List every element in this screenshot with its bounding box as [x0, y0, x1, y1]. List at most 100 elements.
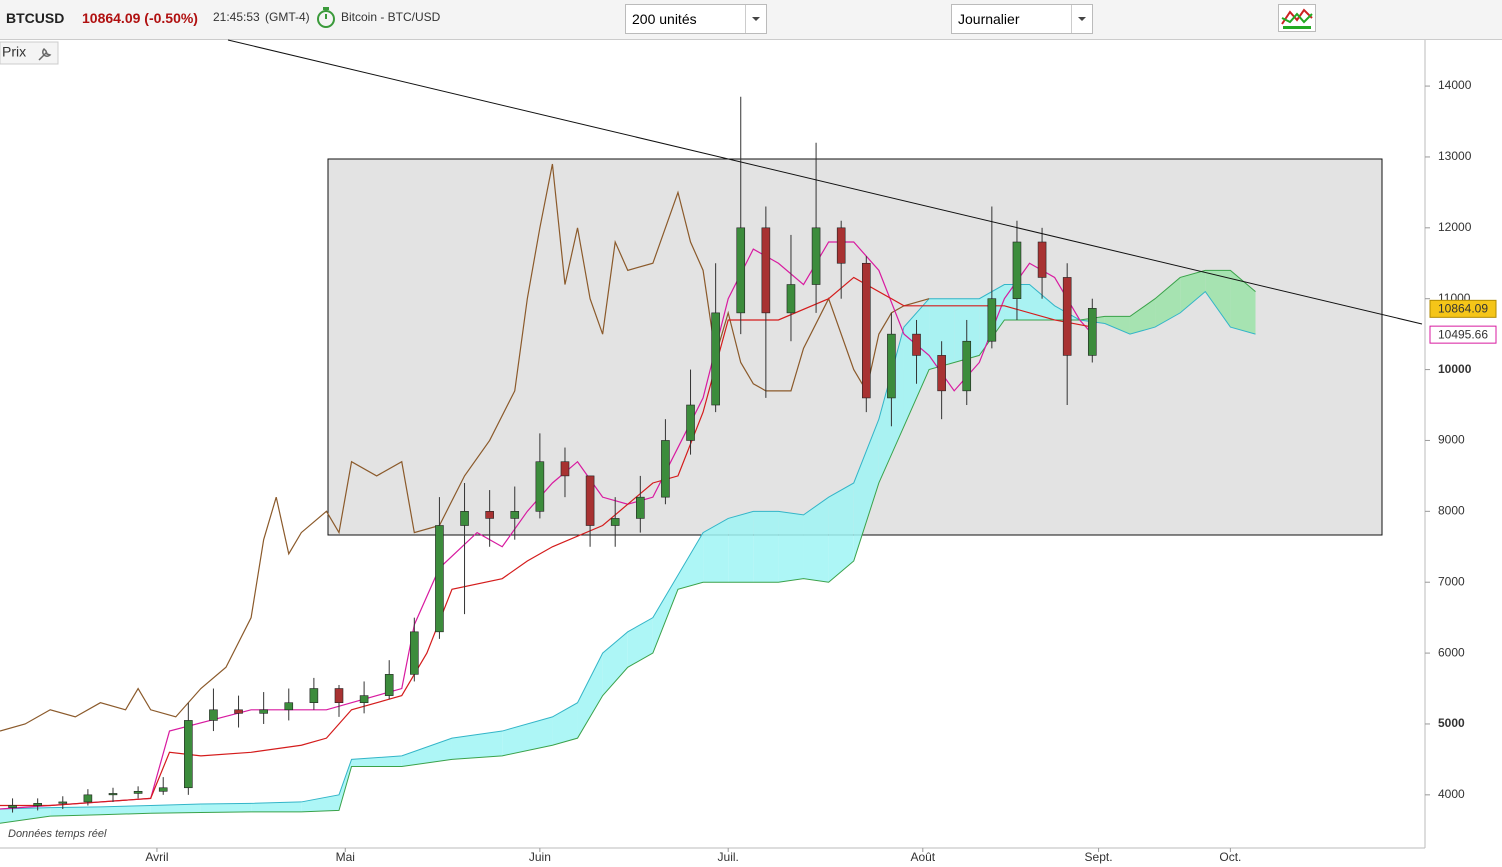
cloud-fill	[853, 419, 879, 561]
y-tick-label: 10000	[1438, 362, 1472, 376]
realtime-note: Données temps réel	[8, 828, 107, 840]
timezone: (GMT-4)	[265, 10, 310, 24]
candle-body	[510, 511, 520, 519]
cloud-fill	[803, 497, 829, 583]
candle-body	[33, 803, 42, 806]
candle-body	[811, 227, 821, 285]
cloud-fill	[929, 298, 955, 370]
candle-body	[435, 525, 444, 633]
candle-body	[585, 475, 595, 526]
cloud-fill	[351, 755, 402, 767]
drawn-rectangle	[327, 158, 1383, 536]
candle-body	[962, 340, 972, 392]
tenkan-box	[1429, 325, 1497, 344]
candle-body	[309, 688, 319, 704]
price-button-label[interactable]: Prix	[2, 44, 26, 60]
candle-body	[987, 298, 997, 342]
x-tick-label: Juil.	[718, 850, 739, 864]
toolbar: BTCUSD 10864.09 (-0.50%) 21:45:53 (GMT-4…	[0, 0, 1502, 40]
x-tick-label: Août	[910, 850, 935, 864]
candle-body	[8, 805, 17, 808]
candle-body	[485, 511, 494, 519]
cloud-fill	[828, 482, 854, 583]
cloud-fill	[1029, 284, 1055, 320]
dropdown-arrow[interactable]	[745, 5, 766, 33]
last-price-box	[1429, 299, 1497, 318]
timer-icon	[317, 7, 335, 28]
y-tick-label: 12000	[1438, 220, 1472, 234]
candle-body	[1037, 241, 1047, 278]
candle-body	[836, 227, 846, 264]
trend-line	[227, 39, 1423, 325]
y-tick-label: 5000	[1438, 716, 1465, 730]
cloud-fill	[703, 518, 729, 583]
candle-body	[560, 461, 570, 477]
candle-body	[209, 709, 218, 721]
symbol: BTCUSD	[6, 10, 65, 26]
candle-body	[108, 793, 118, 796]
candle-body	[686, 404, 695, 441]
y-tick-label: 13000	[1438, 149, 1472, 163]
cloud-fill	[577, 653, 603, 739]
candle-body	[711, 312, 720, 406]
candle-body	[158, 787, 168, 792]
cloud-fill	[301, 794, 339, 812]
candle-body	[58, 801, 68, 804]
cloud-fill	[251, 801, 302, 812]
y-tick-label: 8000	[1438, 504, 1465, 518]
cloud-fill	[652, 575, 678, 654]
candle-body	[912, 333, 921, 356]
candle-body	[861, 262, 871, 399]
candle-body	[133, 790, 143, 794]
period-value: Journalier	[958, 11, 1020, 27]
y-tick-label: 6000	[1438, 645, 1465, 659]
wrench-icon[interactable]	[38, 47, 52, 61]
instrument: Bitcoin - BTC/USD	[341, 10, 441, 24]
indicator-line	[0, 163, 930, 732]
cloud-fill	[1104, 316, 1130, 335]
cloud-fill	[728, 511, 754, 583]
cloud-fill	[502, 716, 553, 756]
candle-body	[937, 355, 946, 392]
candle-body	[1087, 308, 1097, 356]
candle-body	[661, 440, 670, 498]
y-tick-label: 4000	[1438, 787, 1465, 801]
cloud-fill	[150, 804, 201, 814]
candle-body	[384, 674, 394, 696]
candle-body	[284, 702, 294, 711]
cloud-fill	[778, 511, 804, 583]
candle-body	[83, 794, 93, 803]
units-value: 200 unités	[632, 11, 697, 27]
candle-body	[535, 461, 545, 512]
cloud-fill	[1180, 270, 1206, 313]
candle-body	[359, 695, 369, 704]
y-tick-label: 9000	[1438, 433, 1465, 447]
candle-body	[1062, 277, 1072, 356]
candle-body	[636, 496, 645, 519]
cloud-fill	[100, 805, 151, 815]
candle-body	[460, 511, 469, 526]
price-button[interactable]	[0, 41, 59, 65]
cloud-fill	[1205, 270, 1231, 328]
candle-body	[1012, 241, 1022, 300]
dropdown-arrow[interactable]	[1071, 5, 1092, 33]
candle-body	[184, 720, 193, 789]
cloud-fill	[1129, 298, 1156, 335]
candle-body	[410, 631, 419, 675]
cloud-fill	[677, 532, 704, 590]
cloud-fill	[451, 731, 503, 760]
cloud-fill	[200, 803, 252, 813]
tenkan-label: 10495.66	[1438, 327, 1488, 341]
indicator-button[interactable]	[1278, 4, 1316, 32]
period-select[interactable]: Journalier	[951, 4, 1093, 34]
candle-body	[786, 284, 796, 314]
units-select[interactable]: 200 unités	[625, 4, 767, 34]
x-tick-label: Avril	[145, 850, 168, 864]
x-tick-label: Mai	[336, 850, 355, 864]
cloud-fill	[401, 738, 452, 767]
candle-body	[887, 333, 896, 399]
candle-body	[761, 227, 771, 314]
candle-body	[259, 709, 268, 714]
